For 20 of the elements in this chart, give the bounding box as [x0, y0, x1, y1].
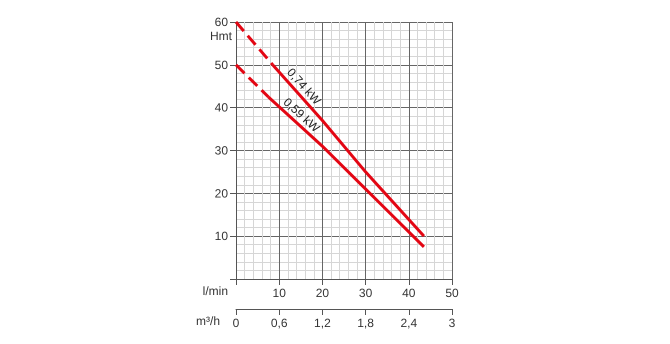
x-tick-label: 20: [316, 286, 330, 300]
y-tick-label: 40: [214, 100, 228, 115]
x2-tick-label: 1,8: [357, 316, 374, 330]
y-tick-label: 30: [214, 144, 228, 158]
x-tick-label: 40: [402, 286, 416, 300]
x-tick-label: 10: [272, 286, 286, 300]
x-tick-label: 30: [358, 286, 373, 300]
y-axis-title: Hmt: [210, 29, 233, 43]
x2-tick-label: 0: [232, 316, 240, 330]
x2-axis-title: m³/h: [196, 314, 220, 328]
x2-tick-label: 1,2: [314, 316, 332, 330]
y-tick-label: 50: [214, 58, 228, 72]
x2-tick-label: 0,6: [270, 316, 288, 330]
x-tick-label: 50: [445, 286, 459, 300]
y-tick-label: 20: [214, 186, 228, 200]
x2-tick-label: 2,4: [400, 316, 418, 330]
y-tick-label: 60: [214, 15, 228, 29]
x2-tick-label: 3: [448, 316, 456, 330]
x-axis-title: l/min: [202, 284, 228, 298]
y-tick-label: 10: [214, 229, 228, 244]
